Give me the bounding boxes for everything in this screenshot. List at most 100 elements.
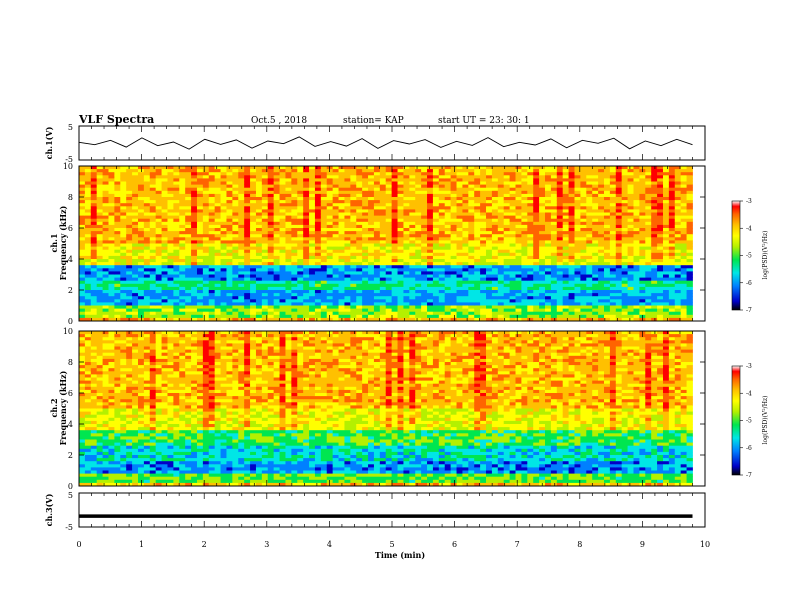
spectrogram-cell: [214, 228, 221, 232]
spectrogram-cell: [108, 178, 115, 182]
spectrogram-cell: [639, 249, 646, 254]
spectrogram-cell: [161, 231, 168, 235]
spectrogram-cell: [462, 317, 469, 322]
spectrogram-cell: [255, 206, 263, 210]
spectrogram-cell: [350, 296, 357, 300]
spectrogram-cell: [385, 277, 393, 282]
spectrogram-cell: [261, 299, 269, 303]
spectrogram-cell: [303, 302, 310, 306]
spectrogram-cell: [137, 206, 145, 210]
spectrogram-cell: [320, 271, 328, 275]
spectrogram-cell: [503, 271, 511, 275]
spectrogram-cell: [609, 286, 617, 291]
spectrogram-cell: [356, 237, 363, 241]
spectrogram-cell: [373, 212, 381, 216]
spectrogram-cell: [456, 197, 463, 201]
spectrogram-cell: [468, 190, 475, 195]
spectrogram-cell: [220, 237, 227, 241]
spectrogram-cell: [102, 249, 109, 254]
spectrogram-cell: [137, 296, 145, 300]
spectrogram-cell: [486, 271, 493, 275]
spectrogram-cell: [391, 299, 398, 303]
spectrogram-cell: [220, 243, 227, 247]
spectrogram-cell: [633, 265, 640, 269]
spectrogram-cell: [303, 218, 310, 223]
spectrogram-cell: [244, 197, 251, 201]
spectrogram-cell: [368, 181, 375, 185]
spectrogram-cell: [486, 246, 493, 251]
spectrogram-cell: [368, 172, 375, 176]
spectrogram-cell: [303, 237, 310, 241]
spectrogram-cell: [539, 311, 546, 316]
spectrogram-cell: [179, 268, 186, 272]
spectrogram-cell: [415, 308, 422, 313]
spectrogram-cell: [604, 259, 611, 263]
spectrogram-cell: [444, 200, 452, 204]
spectrogram-cell: [120, 240, 127, 244]
spectrogram-cell: [609, 193, 617, 198]
spectrogram-cell: [474, 206, 481, 210]
spectrogram-cell: [362, 193, 369, 198]
spectrogram-cell: [368, 169, 375, 173]
spectrogram-cell: [326, 228, 334, 232]
spectrogram-cell: [427, 259, 434, 263]
spectrogram-cell: [267, 262, 275, 266]
spectrogram-cell: [379, 290, 387, 294]
spectrogram-cell: [120, 231, 127, 235]
spectrogram-cell: [244, 228, 251, 232]
spectrogram-cell: [362, 283, 369, 288]
spectrogram-cell: [545, 209, 552, 213]
spectrogram-cell: [421, 299, 428, 303]
spectrogram-cell: [338, 215, 345, 220]
spectrogram-cell: [444, 302, 452, 306]
spectrogram-cell: [645, 277, 652, 282]
spectrogram-cell: [539, 172, 546, 176]
spectrogram-cell: [309, 234, 316, 238]
spectrogram-cell: [421, 240, 428, 244]
spectrogram-cell: [202, 317, 210, 322]
spectrogram-cell: [202, 190, 210, 195]
spectrogram-cell: [609, 262, 617, 266]
spectrogram-cell: [391, 190, 398, 195]
spectrogram-cell: [303, 249, 310, 254]
spectrogram-cell: [545, 206, 552, 210]
spectrogram-cell: [332, 221, 339, 226]
spectrogram-cell: [179, 274, 186, 278]
spectrogram-cell: [255, 224, 263, 229]
spectrogram-cell: [202, 286, 210, 291]
spectrogram-cell: [379, 215, 387, 220]
spectrogram-cell: [362, 271, 369, 275]
spectrogram-cell: [539, 169, 546, 173]
spectrogram-cell: [102, 193, 109, 198]
spectrogram-cell: [415, 243, 422, 247]
spectrogram-cell: [474, 268, 481, 272]
spectrogram-cell: [450, 271, 457, 275]
spectrogram-cell: [132, 234, 139, 238]
spectrogram-cell: [397, 178, 404, 182]
spectrogram-cell: [450, 311, 457, 316]
spectrogram-cell: [415, 259, 422, 263]
spectrogram-cell: [132, 268, 139, 272]
spectrogram-cell: [621, 265, 628, 269]
spectrogram-cell: [456, 249, 463, 254]
spectrogram-cell: [662, 218, 670, 223]
spectrogram-cell: [179, 255, 186, 260]
spectrogram-cell: [657, 181, 664, 185]
spectrogram-cell: [179, 237, 186, 241]
spectrogram-cell: [574, 184, 581, 189]
spectrogram-cell: [90, 277, 98, 282]
spectrogram-cell: [244, 215, 251, 220]
spectrogram-cell: [491, 178, 499, 182]
spectrogram-cell: [155, 296, 162, 300]
spectrogram-cell: [126, 243, 133, 247]
spectrogram-cell: [155, 271, 162, 275]
spectrogram-cell: [143, 296, 151, 300]
spectrogram-cell: [185, 317, 192, 322]
spectrogram-cell: [79, 246, 86, 251]
spectrogram-cell: [415, 200, 422, 204]
spectrogram-cell: [409, 187, 416, 192]
spectrogram-cell: [214, 193, 221, 198]
spectrogram-cell: [397, 193, 404, 198]
spectrogram-cell: [645, 206, 652, 210]
spectrogram-cell: [368, 249, 375, 254]
